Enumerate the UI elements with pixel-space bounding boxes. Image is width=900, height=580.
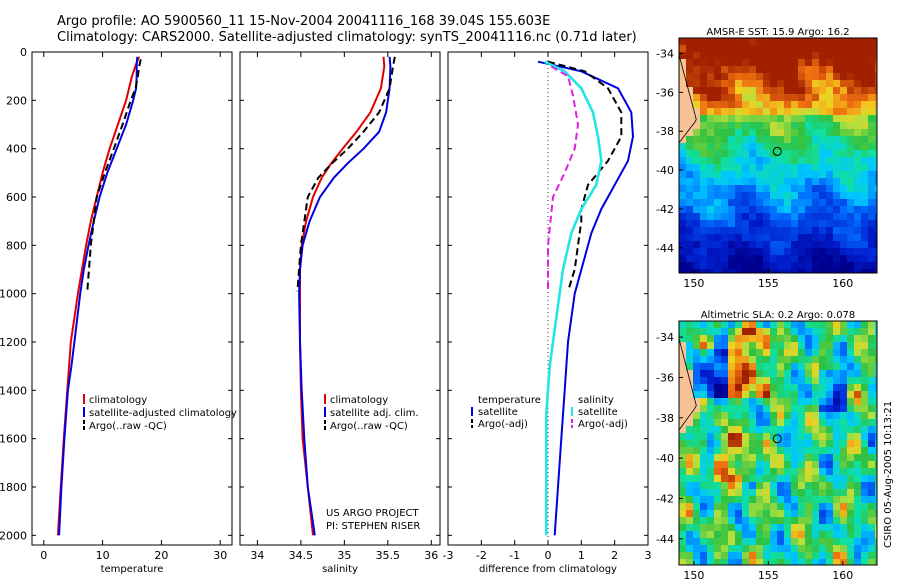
y-tick-label: 800 (6, 239, 27, 252)
map-y-tick-label: -44 (656, 242, 674, 255)
argo-location-marker (772, 434, 782, 444)
profile-panel-salinity: 34 34.5 35 35.5 36 salinity climatology satelli… (239, 51, 441, 575)
x-tick-label: 2 (611, 549, 618, 562)
legend-label: Argo(-adj) (478, 419, 528, 430)
map-title: AMSR-E SST: 15.9 Argo: 16.2 (706, 27, 849, 38)
x-tick-label: 30 (213, 549, 227, 562)
project-credit: US ARGO PROJECT PI: STEPHEN RISER (326, 507, 420, 533)
coastline (679, 337, 697, 563)
series-line-temperature-satellite (537, 60, 635, 536)
map-panel-sla: 150 155 160 -34 -36 -38 -40 -42 -44 Altimetric SL… (656, 310, 878, 580)
y-tick-label: 2000 (0, 529, 27, 542)
legend: climatology satellite adj. clim. Argo(..ra… (324, 394, 419, 432)
x-axis-label: difference from climatology (479, 564, 617, 575)
map-title: Altimetric SLA: 0.2 Argo: 0.078 (701, 310, 856, 321)
x-tick-label: 3 (645, 549, 652, 562)
x-tick-label: 36 (424, 549, 438, 562)
map-frame (678, 320, 878, 566)
legend: climatology satellite-adjusted climatolog… (83, 394, 237, 432)
x-tick-label: 20 (154, 549, 168, 562)
legend-group-header: temperature (478, 395, 541, 406)
y-tick-label: 1800 (0, 481, 27, 494)
x-axis-label: temperature (101, 564, 164, 575)
map-y-tick-label: -44 (656, 533, 674, 546)
map-y-tick-label: -42 (656, 492, 674, 505)
y-tick-label: 200 (6, 94, 27, 107)
map-y-tick-label: -42 (656, 203, 674, 216)
x-tick-label: -3 (443, 549, 454, 562)
map-panel-sst: 150 155 160 -34 -36 -38 -40 -42 -44 AMSR-E SST: 1… (656, 27, 878, 290)
map-field (679, 38, 877, 273)
map-y-tick-label: -40 (656, 452, 674, 465)
credit-project: US ARGO PROJECT (326, 508, 419, 519)
x-tick-label: -2 (476, 549, 487, 562)
series-line-argo-raw-qc- (296, 56, 396, 292)
legend: temperaturesatelliteArgo(-adj)salinitysa… (471, 395, 628, 430)
profile-panel-difference: -3 -2 -1 0 1 2 3 difference from climatology tem… (443, 51, 652, 575)
series-line-salinity-argo-adj- (547, 65, 580, 292)
map-x-tick-label: 155 (758, 277, 779, 290)
map-y-tick-label: -38 (656, 125, 674, 138)
x-tick-label: 0 (40, 549, 47, 562)
map-x-tick-label: 150 (683, 277, 704, 290)
y-tick-label: 1200 (0, 336, 27, 349)
legend-label: climatology (330, 395, 388, 406)
map-field (679, 321, 877, 565)
map-x-tick-label: 155 (758, 569, 779, 580)
map-y-tick-label: -34 (656, 48, 674, 61)
x-tick-label: 35 (337, 549, 351, 562)
legend-label: satellite (578, 407, 618, 418)
figure-title-line1: Argo profile: AO 5900560_11 15-Nov-2004 … (57, 14, 551, 29)
x-tick-label: 34 (250, 549, 264, 562)
profile-panel-temperature: 0 10 20 30 0 200 400 600 800 1000 1200 1400 1600 1800… (0, 46, 237, 575)
map-y-tick-label: -36 (656, 86, 674, 99)
x-tick-label: 10 (96, 549, 110, 562)
figure-title-line2: Climatology: CARS2000. Satellite-adjuste… (57, 30, 637, 45)
map-frame (678, 37, 878, 274)
map-x-tick-label: 160 (832, 569, 853, 580)
credit-pi: PI: STEPHEN RISER (326, 521, 421, 532)
legend-group-header: salinity (578, 395, 614, 406)
y-tick-label: 1400 (0, 384, 27, 397)
legend-label: satellite (478, 407, 518, 418)
y-tick-label: 1600 (0, 433, 27, 446)
panel-frame (31, 51, 233, 546)
coastline (679, 53, 697, 272)
x-tick-label: 1 (578, 549, 585, 562)
map-y-tick-label: -36 (656, 371, 674, 384)
argo-location-marker (772, 146, 782, 156)
x-tick-label: 0 (545, 549, 552, 562)
y-tick-label: 400 (6, 143, 27, 156)
x-axis-label: salinity (322, 564, 358, 575)
map-y-tick-label: -34 (656, 331, 674, 344)
series-line-salinity-satellite (544, 60, 603, 536)
legend-label: Argo(..raw -QC) (330, 421, 408, 432)
series-line-argo-raw-qc- (86, 59, 142, 292)
y-tick-label: 1000 (0, 288, 27, 301)
legend-label: satellite adj. clim. (330, 408, 419, 419)
panel-frame (447, 51, 649, 546)
map-x-tick-label: 160 (832, 277, 853, 290)
map-y-tick-label: -40 (656, 164, 674, 177)
y-tick-label: 0 (20, 46, 27, 59)
x-tick-label: -1 (509, 549, 520, 562)
legend-label: climatology (89, 395, 147, 406)
x-tick-label: 35.5 (376, 549, 401, 562)
legend-label: satellite-adjusted climatology (89, 408, 237, 419)
series-line-satellite-adjusted-climatology (58, 56, 139, 536)
y-tick-label: 600 (6, 191, 27, 204)
series-line-temperature-argo-adj- (547, 60, 623, 292)
series-line-satellite-adj-clim- (298, 56, 392, 536)
map-x-tick-label: 150 (683, 569, 704, 580)
map-y-tick-label: -38 (656, 412, 674, 425)
timestamp-stamp: CSIRO 05-Aug-2005 10:13:21 (883, 400, 894, 548)
legend-label: Argo(..raw -QC) (89, 421, 167, 432)
panel-frame (239, 51, 441, 546)
x-tick-label: 34.5 (289, 549, 314, 562)
legend-label: Argo(-adj) (578, 419, 628, 430)
